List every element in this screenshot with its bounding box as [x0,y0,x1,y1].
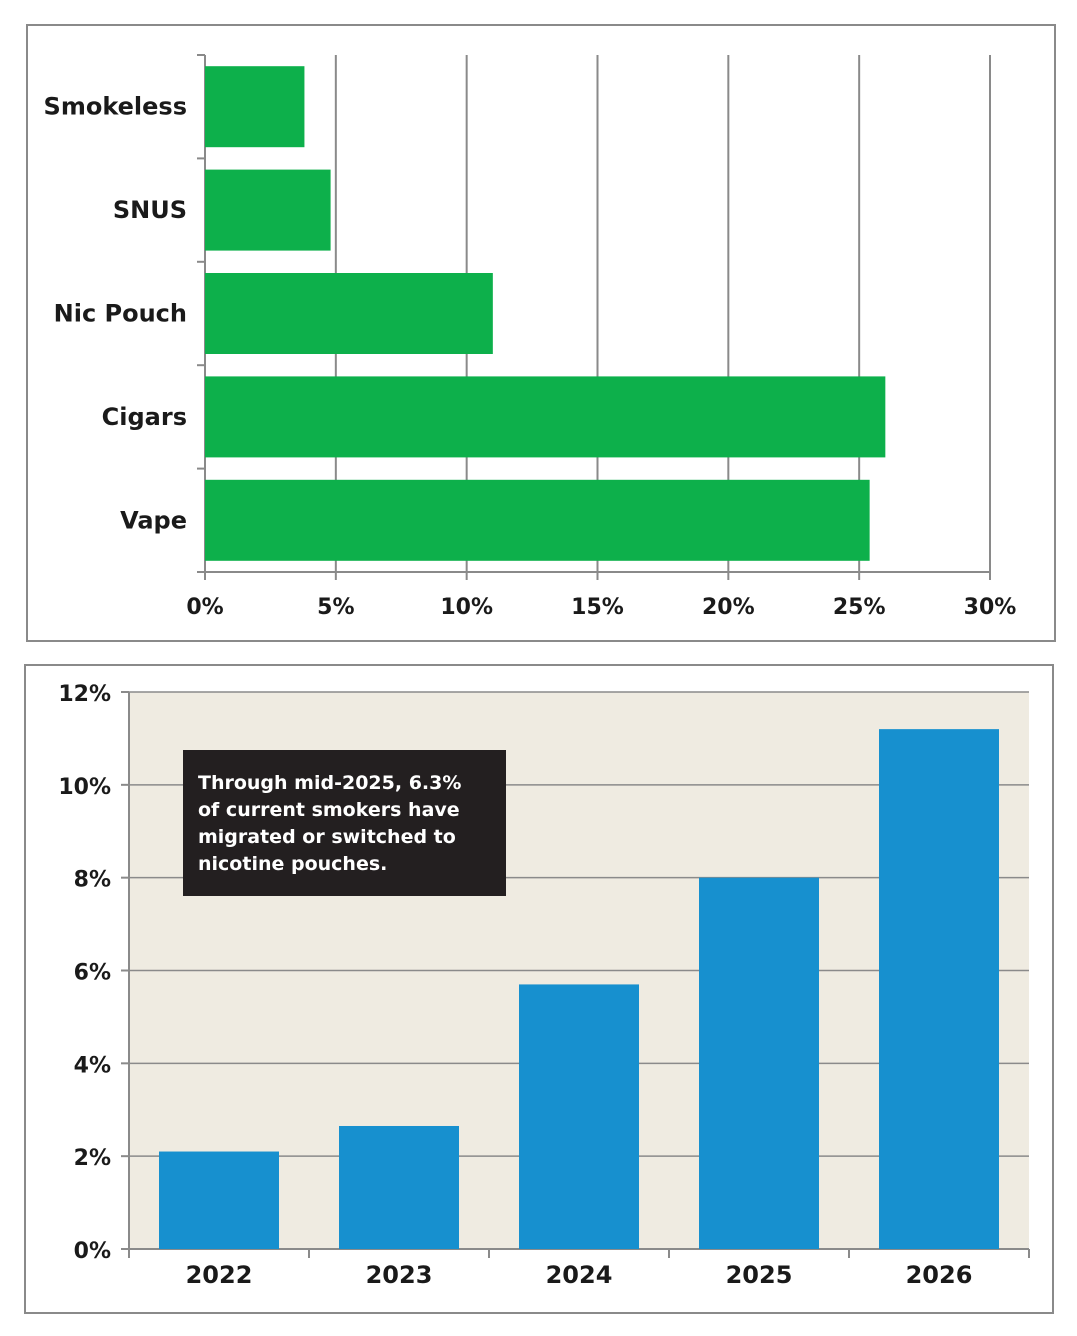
top-category-label: Cigars [102,403,187,431]
top-x-tick-label: 10% [440,595,493,620]
bottom-y-tick-label: 6% [74,961,111,986]
top-x-tick-label: 5% [317,595,354,620]
top-x-tick-label: 0% [186,595,223,620]
top-category-label: Smokeless [44,93,187,121]
bottom-y-tick-label: 0% [74,1239,111,1264]
top-category-label: Nic Pouch [54,300,187,328]
annotation-line: of current smokers have [198,799,460,821]
bottom-y-tick-label: 2% [74,1146,111,1171]
top-bar [205,273,493,354]
top-x-tick-label: 30% [964,595,1017,620]
top-x-tick-label: 15% [571,595,624,620]
bottom-bar [879,729,999,1249]
bottom-y-tick-label: 8% [74,868,111,893]
bottom-bar [339,1125,459,1249]
bottom-category-label: 2025 [726,1261,793,1289]
bottom-bar [159,1151,279,1249]
bottom-category-label: 2024 [546,1261,613,1289]
annotation-line: nicotine pouches. [198,853,388,875]
bottom-category-label: 2023 [366,1261,433,1289]
top-bar [205,66,305,148]
annotation-box: Through mid-2025, 6.3% of current smoker… [183,750,506,896]
bottom-category-label: 2022 [186,1261,253,1289]
bottom-bar [699,877,819,1249]
annotation-line: Through mid-2025, 6.3% [198,772,462,794]
top-bar [205,169,331,251]
bottom-y-tick-label: 10% [58,775,111,800]
top-bar [205,376,886,458]
top-category-label: SNUS [113,196,187,224]
top-x-tick-label: 20% [702,595,755,620]
bottom-category-label: 2026 [906,1261,973,1289]
top-x-tick-label: 25% [833,595,886,620]
bottom-bar [519,984,639,1249]
top-category-label: Vape [120,506,187,534]
bottom-y-tick-label: 12% [58,682,111,707]
top-bar [205,479,870,561]
annotation-line: migrated or switched to [198,826,456,848]
bottom-y-tick-label: 4% [74,1053,111,1078]
